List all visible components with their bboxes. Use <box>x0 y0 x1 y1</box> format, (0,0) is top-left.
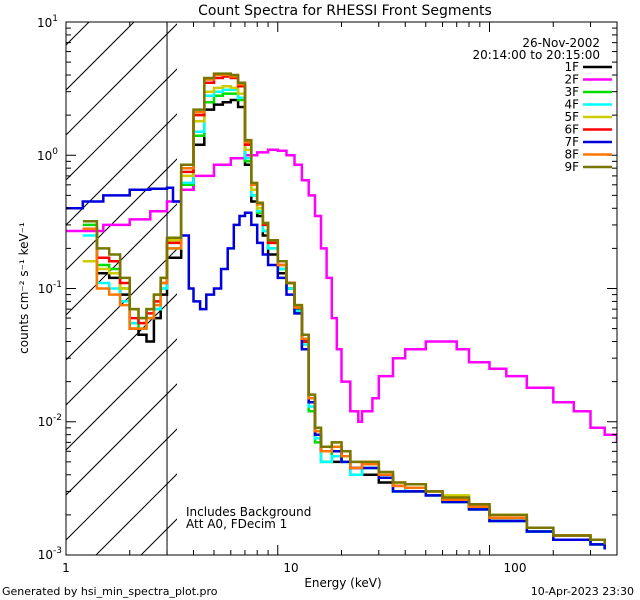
series-9F <box>82 72 606 545</box>
y-tick-label: 10-1 <box>38 280 62 296</box>
background-annotation: Includes Background <box>186 505 311 519</box>
y-axis-label: counts cm⁻² s⁻¹ keV⁻¹ <box>17 222 31 354</box>
x-tick-label: 100 <box>504 561 527 575</box>
legend-label-4F: 4F <box>564 98 579 112</box>
hatch-line <box>0 0 66 555</box>
legend-label-9F: 9F <box>564 160 579 174</box>
x-tick-label: 10 <box>283 561 298 575</box>
y-tick-label: 10-2 <box>38 413 62 429</box>
footer-generator: Generated by hsi_min_spectra_plot.pro <box>2 585 218 598</box>
legend-label-8F: 8F <box>564 148 579 162</box>
plot-frame <box>65 21 618 556</box>
y-tick-label: 10-3 <box>38 546 62 562</box>
legend-label-5F: 5F <box>564 110 579 124</box>
hatch-line <box>66 22 135 91</box>
time-range-label: 20:14:00 to 20:15:00 <box>473 48 600 62</box>
hatch-line <box>66 203 177 316</box>
hatch-line <box>66 428 177 541</box>
hatch-line <box>66 248 177 361</box>
excluded-energy-hatch <box>0 0 177 555</box>
series-1F <box>82 98 606 550</box>
x-tick-label: 1 <box>62 561 70 575</box>
footer-timestamp: 10-Apr-2023 23:30 <box>531 585 634 598</box>
hatch-line <box>95 473 177 555</box>
hatch-line <box>66 23 177 136</box>
hatch-line <box>66 158 177 271</box>
axis-ticks <box>65 22 618 556</box>
y-tick-label: 100 <box>37 147 58 163</box>
chart-title: Count Spectra for RHESSI Front Segments <box>198 3 492 19</box>
hatch-line <box>66 293 177 406</box>
legend-label-3F: 3F <box>564 85 579 99</box>
legend-label-6F: 6F <box>564 123 579 137</box>
hatch-line <box>66 68 177 181</box>
date-label: 26-Nov-2002 <box>522 36 600 50</box>
hatch-line <box>66 383 177 496</box>
series-4F <box>82 88 606 550</box>
legend-label-7F: 7F <box>564 135 579 149</box>
attenuator-annotation: Att A0, FDecim 1 <box>186 517 287 531</box>
legend-label-2F: 2F <box>564 73 579 87</box>
series-layer <box>66 72 617 550</box>
series-3F <box>82 92 606 550</box>
x-axis-label: Energy (keV) <box>304 576 381 590</box>
legend-label-1F: 1F <box>564 60 579 74</box>
series-2F <box>66 148 617 443</box>
y-tick-label: 101 <box>37 14 58 30</box>
